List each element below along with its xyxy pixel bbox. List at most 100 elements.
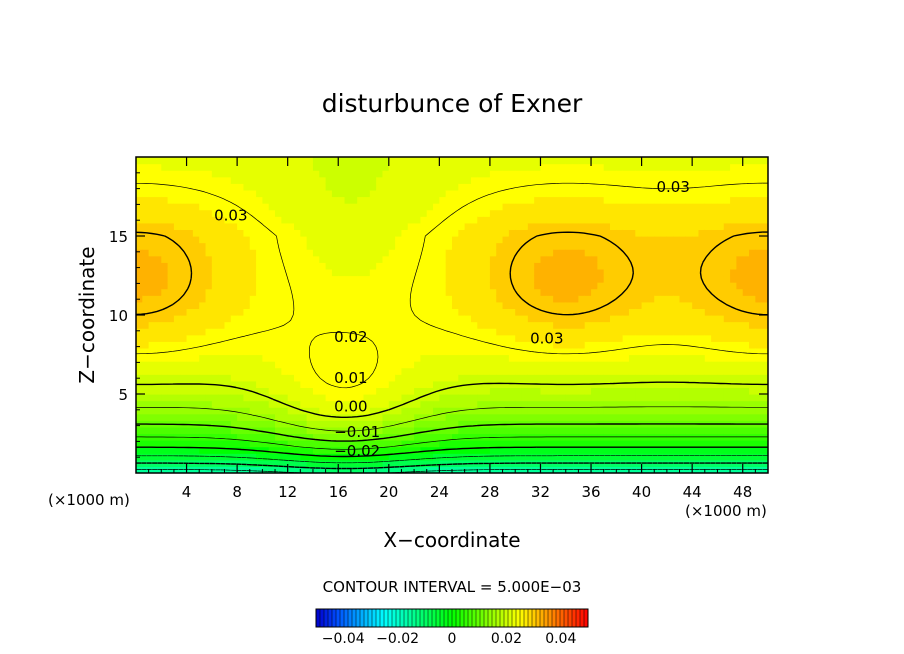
field-cell — [496, 262, 504, 270]
field-cell — [584, 268, 592, 277]
field-cell — [635, 295, 643, 303]
field-cell — [211, 157, 219, 165]
field-cell — [262, 249, 270, 257]
field-cell — [742, 361, 750, 369]
field-cell — [350, 426, 358, 435]
field-cell — [376, 222, 384, 231]
field-cell — [464, 196, 472, 204]
field-cell — [407, 413, 415, 421]
field-cell — [572, 163, 579, 171]
field-cell — [205, 374, 213, 382]
field-cell — [654, 387, 662, 395]
field-cell — [173, 176, 181, 184]
field-cell — [445, 440, 453, 448]
field-cell — [287, 321, 295, 329]
field-cell — [704, 196, 712, 204]
field-cell — [622, 255, 630, 263]
field-cell — [508, 328, 516, 336]
field-cell — [325, 446, 333, 454]
field-cell — [591, 361, 598, 369]
field-cell — [256, 222, 263, 231]
field-cell — [180, 413, 188, 421]
field-cell — [660, 157, 668, 165]
field-cell — [578, 255, 586, 263]
field-cell — [704, 288, 712, 296]
field-cell — [205, 209, 213, 217]
field-cell — [572, 209, 579, 217]
field-cell — [433, 301, 440, 310]
field-cell — [704, 387, 712, 395]
field-cell — [761, 374, 768, 382]
field-cell — [597, 361, 605, 369]
field-cell — [597, 400, 605, 408]
field-cell — [439, 295, 447, 303]
field-cell — [641, 440, 649, 448]
field-cell — [186, 268, 194, 277]
field-cell — [679, 367, 687, 375]
field-cell — [489, 249, 497, 257]
field-cell — [344, 268, 352, 277]
field-cell — [572, 183, 579, 191]
field-cell — [256, 262, 263, 270]
field-cell — [578, 170, 586, 178]
field-cell — [243, 301, 251, 310]
field-cell — [527, 196, 535, 204]
field-cell — [382, 203, 390, 211]
field-cell — [420, 374, 428, 382]
field-cell — [312, 216, 320, 224]
field-cell — [256, 255, 263, 263]
field-cell — [294, 216, 301, 224]
field-cell — [546, 262, 554, 270]
field-cell — [521, 308, 529, 316]
field-cell — [306, 440, 314, 448]
field-cell — [489, 170, 497, 178]
field-cell — [407, 209, 415, 217]
field-cell — [306, 216, 314, 224]
field-cell — [401, 380, 409, 389]
field-cell — [395, 433, 403, 441]
field-cell — [521, 361, 529, 369]
field-cell — [211, 229, 219, 237]
field-cell — [325, 209, 333, 217]
field-cell — [508, 183, 516, 191]
field-cell — [294, 229, 301, 237]
field-cell — [496, 328, 504, 336]
field-cell — [654, 354, 662, 362]
field-cell — [420, 459, 428, 468]
field-cell — [218, 295, 226, 303]
field-cell — [477, 407, 485, 415]
field-cell — [426, 367, 434, 375]
field-cell — [559, 413, 567, 421]
field-cell — [565, 446, 573, 454]
field-cell — [218, 347, 226, 356]
field-cell — [635, 407, 643, 415]
field-cell — [281, 236, 289, 244]
field-cell — [603, 189, 611, 198]
field-cell — [742, 203, 750, 211]
field-cell — [154, 176, 162, 184]
field-cell — [433, 209, 440, 217]
field-cell — [685, 413, 693, 421]
field-cell — [584, 255, 592, 263]
field-cell — [597, 196, 605, 204]
field-cell — [369, 466, 377, 473]
field-cell — [603, 321, 611, 329]
field-cell — [142, 295, 150, 303]
field-cell — [452, 288, 459, 296]
field-cell — [357, 380, 365, 389]
field-cell — [628, 189, 636, 198]
field-cell — [205, 334, 213, 342]
field-cell — [256, 216, 263, 224]
field-cell — [319, 308, 327, 316]
field-cell — [755, 400, 763, 408]
field-cell — [464, 288, 472, 296]
field-cell — [312, 426, 320, 435]
field-cell — [755, 361, 763, 369]
field-cell — [262, 216, 270, 224]
field-cell — [180, 242, 188, 250]
field-cell — [660, 394, 668, 402]
field-cell — [749, 407, 756, 415]
field-cell — [761, 249, 768, 257]
field-cell — [186, 400, 194, 408]
field-cell — [660, 236, 668, 244]
